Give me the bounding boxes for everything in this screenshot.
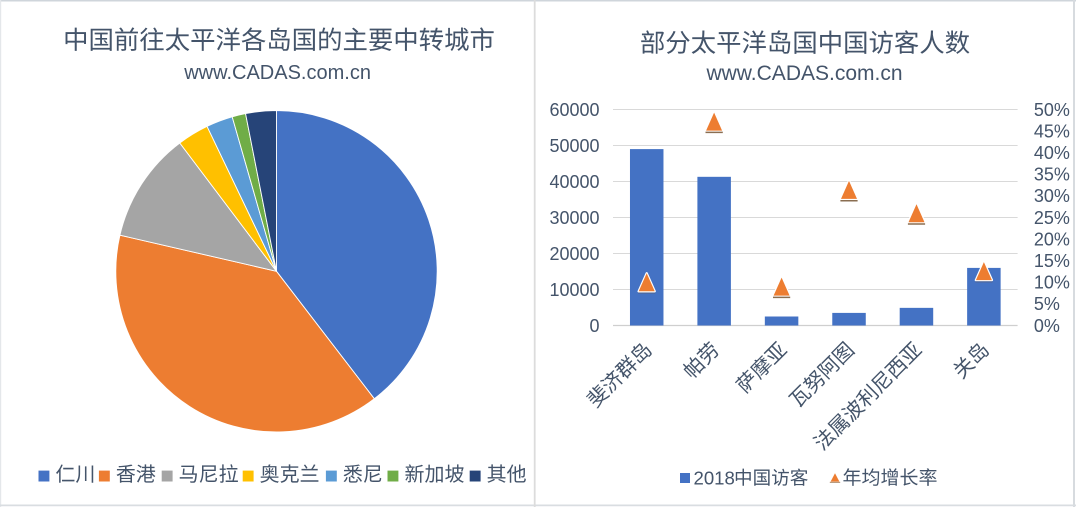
svg-text:35%: 35% bbox=[1034, 165, 1070, 185]
svg-text:60000: 60000 bbox=[549, 100, 599, 120]
svg-text:www.CADAS.com.cn: www.CADAS.com.cn bbox=[183, 62, 371, 84]
svg-text:www.CADAS.com.cn: www.CADAS.com.cn bbox=[705, 62, 902, 85]
svg-text:50%: 50% bbox=[1034, 100, 1070, 120]
svg-text:30000: 30000 bbox=[549, 208, 599, 228]
svg-text:10%: 10% bbox=[1034, 273, 1070, 293]
svg-text:5%: 5% bbox=[1034, 294, 1060, 314]
svg-text:50000: 50000 bbox=[549, 136, 599, 156]
svg-text:10000: 10000 bbox=[549, 280, 599, 300]
svg-text:25%: 25% bbox=[1034, 208, 1070, 228]
svg-text:40%: 40% bbox=[1034, 143, 1070, 163]
svg-text:0%: 0% bbox=[1034, 316, 1060, 336]
svg-text:30%: 30% bbox=[1034, 186, 1070, 206]
svg-text:40000: 40000 bbox=[549, 172, 599, 192]
svg-text:15%: 15% bbox=[1034, 251, 1070, 271]
svg-text:20%: 20% bbox=[1034, 229, 1070, 249]
svg-text:2018: 2018 bbox=[694, 467, 735, 488]
svg-text:45%: 45% bbox=[1034, 121, 1070, 141]
svg-text:20000: 20000 bbox=[549, 244, 599, 264]
svg-text:0: 0 bbox=[589, 316, 599, 336]
